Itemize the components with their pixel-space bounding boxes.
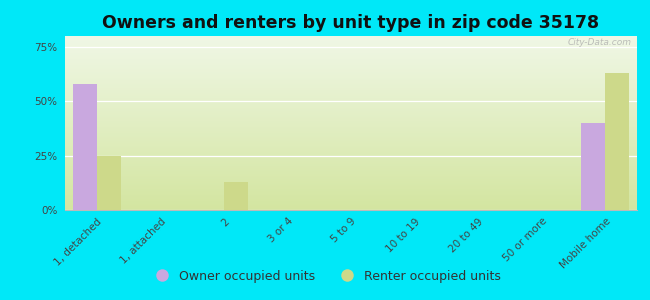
Bar (97, 156, 121, 210)
Bar (73, 84, 97, 210)
Legend: Owner occupied units, Renter occupied units: Owner occupied units, Renter occupied un… (144, 265, 506, 288)
Bar (581, 123, 605, 210)
Bar (605, 73, 629, 210)
Text: City-Data.com: City-Data.com (567, 38, 631, 47)
Title: Owners and renters by unit type in zip code 35178: Owners and renters by unit type in zip c… (103, 14, 599, 32)
Bar (224, 182, 248, 210)
